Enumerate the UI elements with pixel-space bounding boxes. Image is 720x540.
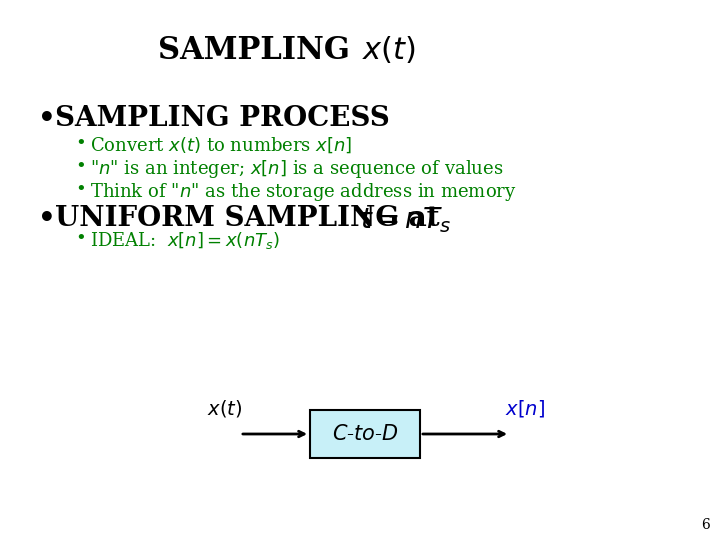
Text: "$n$" is an integer; $x[n]$ is a sequence of values: "$n$" is an integer; $x[n]$ is a sequenc… xyxy=(90,158,503,180)
Text: $\it{C}$-$\it{to}$-$\it{D}$: $\it{C}$-$\it{to}$-$\it{D}$ xyxy=(332,424,398,444)
Text: Think of "$n$" as the storage address in memory: Think of "$n$" as the storage address in… xyxy=(90,181,517,203)
Text: 6: 6 xyxy=(701,518,710,532)
FancyBboxPatch shape xyxy=(310,410,420,458)
Text: •: • xyxy=(75,158,86,176)
Text: SAMPLING: SAMPLING xyxy=(158,35,360,66)
Text: Convert $x(t)$ to numbers $x[n]$: Convert $x(t)$ to numbers $x[n]$ xyxy=(90,135,352,154)
Text: •: • xyxy=(75,135,86,153)
Text: SAMPLING PROCESS: SAMPLING PROCESS xyxy=(55,105,390,132)
Text: •: • xyxy=(38,205,55,232)
Text: •: • xyxy=(38,105,55,132)
Text: $\mathbf{\it{x(t)}}$: $\mathbf{\it{x(t)}}$ xyxy=(207,398,243,419)
Text: IDEAL:  $x[n] = x(nT_s)$: IDEAL: $x[n] = x(nT_s)$ xyxy=(90,230,280,251)
Text: •: • xyxy=(75,181,86,199)
Text: $\it{x[n]}$: $\it{x[n]}$ xyxy=(505,398,545,419)
Text: $t = nT_s$: $t = nT_s$ xyxy=(360,205,451,235)
Text: •: • xyxy=(75,230,86,248)
Text: UNIFORM SAMPLING at: UNIFORM SAMPLING at xyxy=(55,205,449,232)
Text: $x(t)$: $x(t)$ xyxy=(362,35,416,66)
